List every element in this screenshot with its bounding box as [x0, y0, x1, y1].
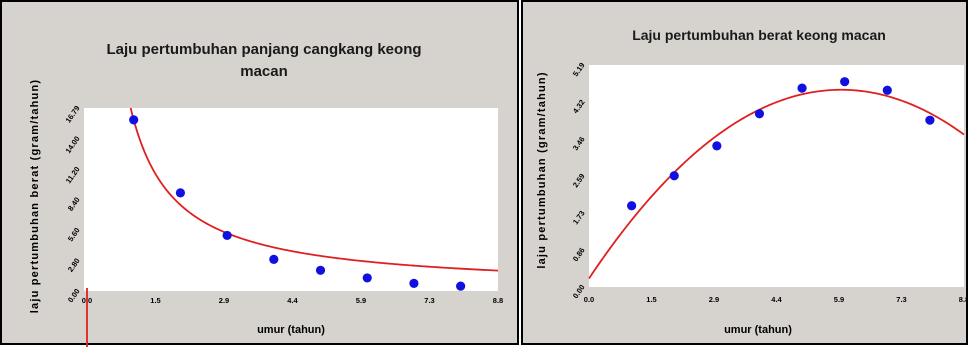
y-tick-label: 5.19 — [571, 61, 587, 78]
data-point — [175, 188, 186, 198]
x-tick-labels: 0.0 1.5 2.9 4.4 5.9 7.3 8.8 — [584, 295, 968, 304]
x-tick-label: 8.8 — [959, 295, 968, 304]
data-point — [315, 265, 326, 275]
fit-curve — [129, 107, 499, 272]
right-chart: Laju pertumbuhan berat keong macan umur … — [536, 27, 968, 336]
x-tick-label: 0.0 — [584, 295, 594, 304]
y-tick-label: 0.00 — [66, 287, 82, 304]
y-tick-label: 3.46 — [571, 135, 587, 152]
y-tick-label: 5.60 — [66, 226, 82, 243]
data-point — [669, 171, 679, 181]
data-point — [222, 230, 232, 241]
x-tick-label: 2.9 — [219, 296, 229, 305]
y-tick-label: 2.59 — [571, 172, 587, 189]
y-tick-label: 14.00 — [63, 134, 81, 155]
chart-title-line-2: macan — [240, 63, 288, 80]
x-axis-label: umur (tahun) — [257, 324, 325, 336]
data-point — [925, 115, 935, 125]
x-tick-label: 8.8 — [493, 296, 503, 305]
data-point — [627, 201, 637, 211]
data-points-group — [129, 115, 466, 291]
data-point — [882, 85, 892, 95]
right-chart-panel: Laju pertumbuhan berat keong macan umur … — [521, 0, 968, 345]
data-point — [712, 141, 722, 151]
left-chart-panel: Laju pertumbuhan panjang cangkang keong … — [0, 0, 519, 347]
y-tick-label: 11.20 — [64, 165, 82, 185]
chart-title-line-1: Laju pertumbuhan panjang cangkang keong — [106, 41, 421, 58]
y-tick-label: 2.80 — [66, 256, 82, 273]
x-tick-label: 5.9 — [356, 296, 366, 305]
data-points-group — [627, 77, 935, 211]
left-chart: Laju pertumbuhan panjang cangkang keong … — [29, 41, 503, 347]
x-tick-label: 4.4 — [771, 295, 782, 304]
data-point — [754, 109, 765, 119]
chart-title: Laju pertumbuhan berat keong macan — [632, 27, 886, 43]
data-point — [269, 254, 279, 264]
data-point — [797, 83, 807, 93]
x-tick-label: 2.9 — [709, 295, 719, 304]
fit-curve — [588, 88, 965, 279]
y-tick-label: 16.79 — [63, 104, 81, 125]
x-tick-label: 7.3 — [424, 296, 434, 305]
data-point — [456, 281, 466, 291]
x-tick-label: 1.5 — [150, 296, 160, 305]
y-tick-labels: 0.00 2.80 5.60 8.40 11.20 14.00 16.79 — [63, 104, 81, 304]
y-axis-label: laju pertumbuhan berat (gram/tahun) — [29, 79, 41, 314]
data-point — [840, 77, 850, 87]
data-point — [129, 115, 139, 125]
y-tick-label: 4.32 — [571, 98, 587, 115]
x-tick-label: 5.9 — [834, 295, 844, 304]
data-point — [409, 278, 419, 288]
x-tick-label: 4.4 — [287, 296, 298, 305]
x-axis-label: umur (tahun) — [724, 324, 792, 336]
data-point — [362, 273, 372, 283]
y-tick-labels: 0.000.861.732.593.464.325.19 — [571, 61, 587, 300]
plot-area — [589, 65, 964, 287]
fit-curve-group — [588, 88, 965, 279]
fit-curve-group — [86, 107, 499, 347]
y-tick-label: 1.73 — [571, 209, 587, 226]
y-tick-label: 0.86 — [571, 246, 587, 263]
y-tick-label: 8.40 — [66, 195, 82, 212]
plot-area — [84, 108, 498, 291]
x-tick-label: 7.3 — [896, 295, 906, 304]
y-axis-label: laju pertumbuhan (gram/tahun) — [536, 71, 548, 268]
x-tick-labels: 0.01.52.94.45.97.38.8 — [82, 296, 503, 305]
x-tick-label: 1.5 — [646, 295, 656, 304]
